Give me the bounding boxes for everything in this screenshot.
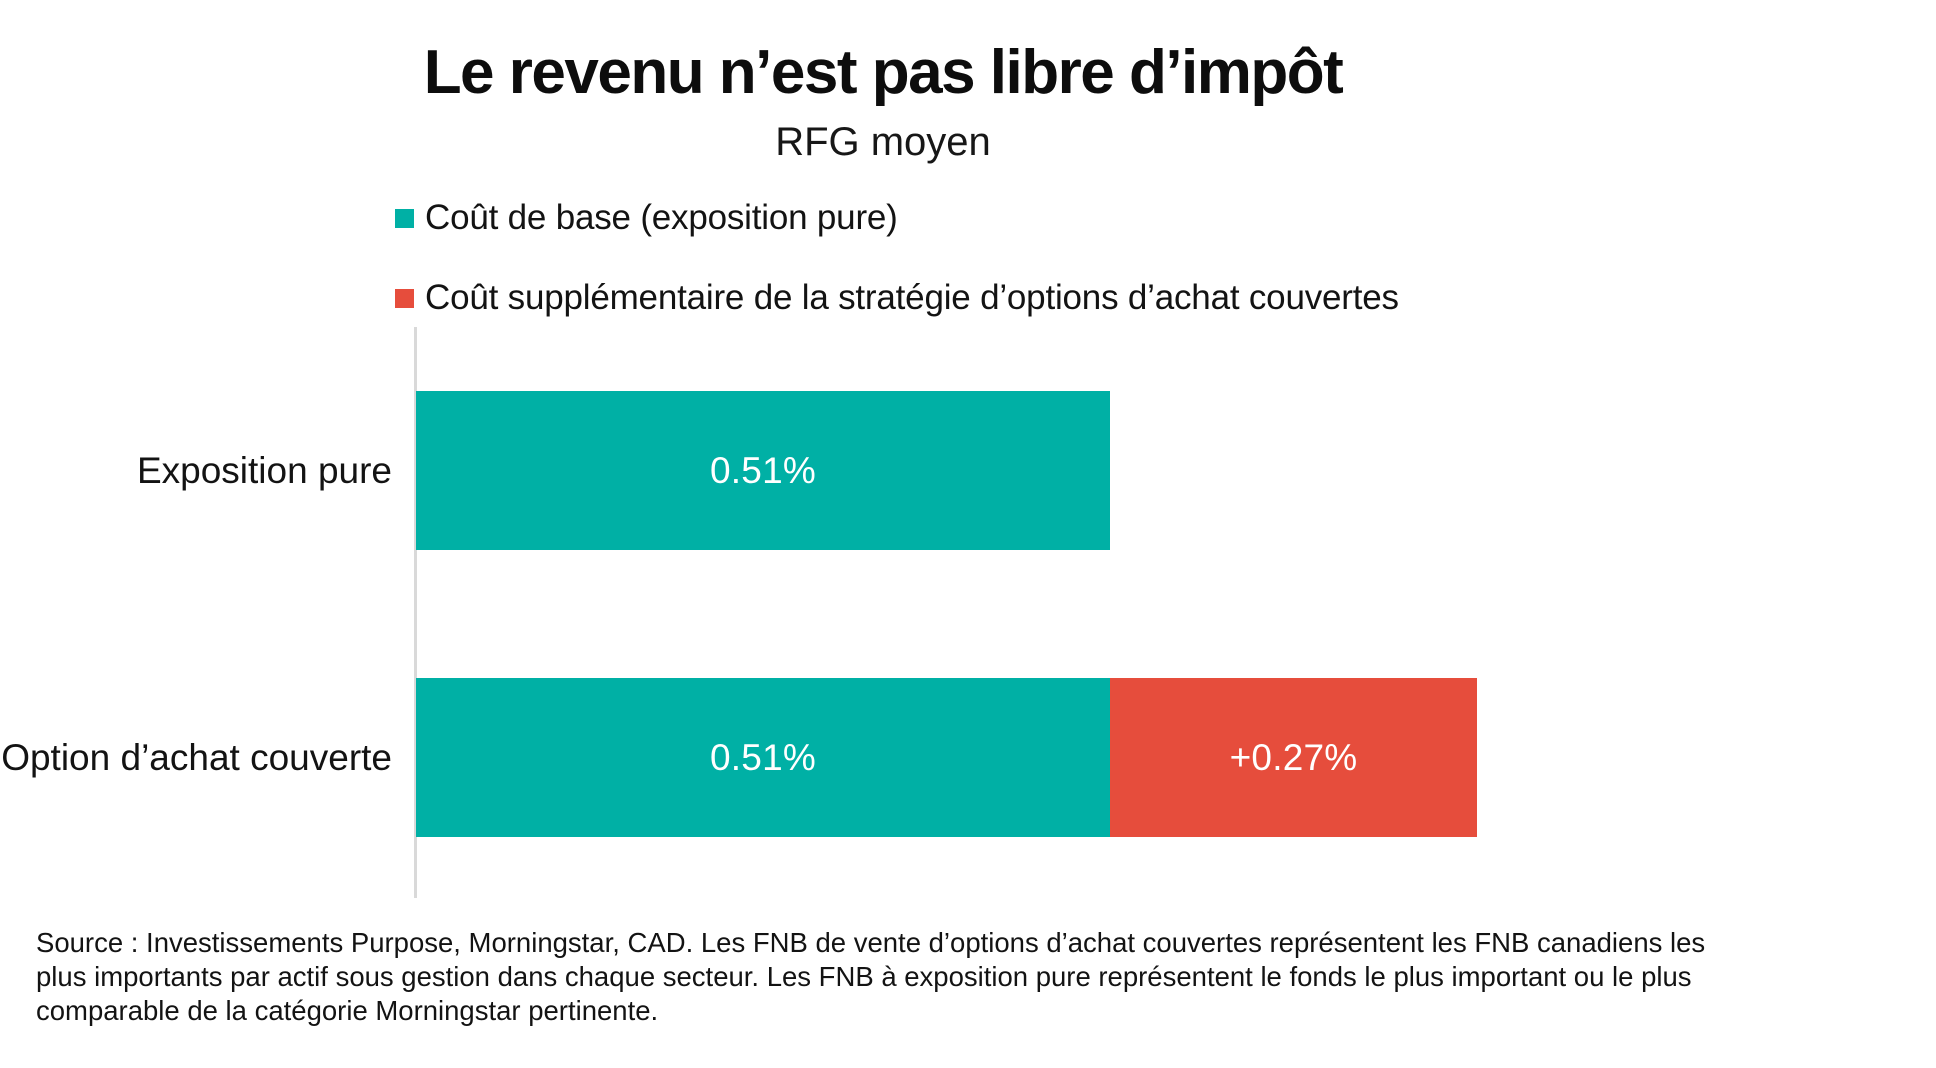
bar-segment-base-cost: 0.51% <box>416 391 1110 550</box>
legend-swatch-teal-icon <box>395 208 414 228</box>
source-note: Source : Investissements Purpose, Mornin… <box>36 926 1705 1028</box>
source-note-line: comparable de la catégorie Morningstar p… <box>36 995 659 1026</box>
bar-value-label: 0.51% <box>710 449 816 491</box>
chart-title: Le revenu n’est pas libre d’impôt <box>423 38 1344 107</box>
legend-item-extra-cost: Coût supplémentaire de la stratégie d’op… <box>395 276 1399 320</box>
legend-label-base-cost: Coût de base (exposition pure) <box>425 198 898 237</box>
source-note-line: plus importants par actif sous gestion d… <box>36 961 1692 992</box>
legend-label-extra-cost: Coût supplémentaire de la stratégie d’op… <box>425 278 1399 317</box>
chart-subtitle: RFG moyen <box>775 120 991 164</box>
legend-swatch-red-icon <box>395 288 414 308</box>
bar-row-option-achat-couverte: 0.51% +0.27% <box>416 678 1477 837</box>
category-label-option-achat-couverte: Option d’achat couverte <box>1 736 392 778</box>
bar-segment-base-cost: 0.51% <box>416 678 1110 837</box>
category-label-exposition-pure: Exposition pure <box>136 449 392 491</box>
bar-row-exposition-pure: 0.51% <box>416 391 1110 550</box>
bar-segment-extra-cost: +0.27% <box>1110 678 1477 837</box>
y-axis-line <box>414 327 417 898</box>
legend-item-base-cost: Coût de base (exposition pure) <box>395 196 898 240</box>
source-note-line: Source : Investissements Purpose, Mornin… <box>36 927 1706 958</box>
bar-value-label: 0.51% <box>710 736 816 778</box>
bar-value-label: +0.27% <box>1229 736 1358 778</box>
